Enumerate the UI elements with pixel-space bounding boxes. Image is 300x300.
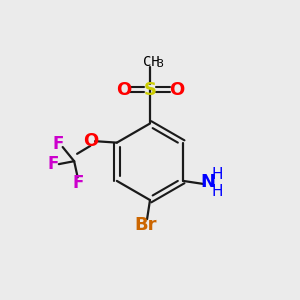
Text: F: F xyxy=(52,134,64,152)
Text: H: H xyxy=(212,184,223,199)
Text: F: F xyxy=(73,174,84,192)
Text: Br: Br xyxy=(134,216,157,234)
Text: F: F xyxy=(47,155,58,173)
Text: O: O xyxy=(116,81,131,99)
Text: O: O xyxy=(169,81,184,99)
Text: S: S xyxy=(143,81,157,99)
Text: N: N xyxy=(201,172,216,190)
Text: 3: 3 xyxy=(156,59,163,69)
Text: O: O xyxy=(83,132,98,150)
Text: CH: CH xyxy=(143,55,160,69)
Text: H: H xyxy=(212,167,223,182)
